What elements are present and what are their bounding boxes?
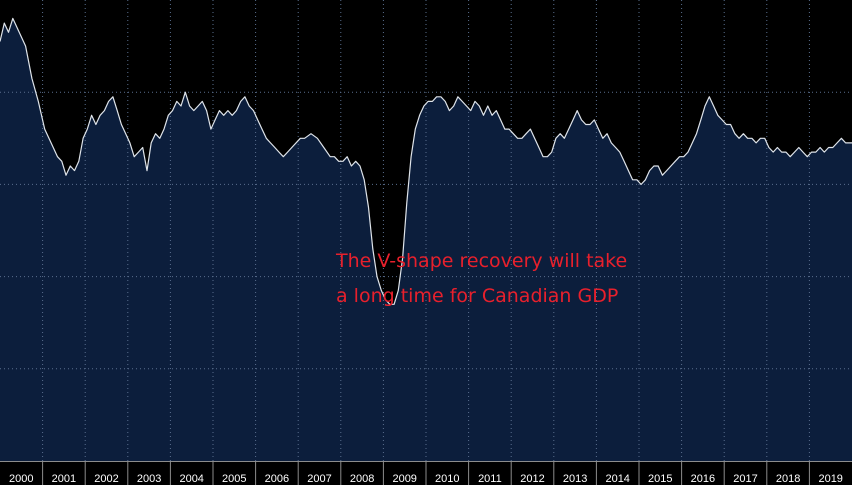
x-tick-label: 2018 [776,473,800,485]
x-tick-label: 2002 [94,473,118,485]
x-tick-label: 2004 [179,473,203,485]
x-tick-label: 2011 [478,473,502,485]
x-tick-label: 2009 [392,473,416,485]
x-tick-label: 2008 [350,473,374,485]
x-tick-label: 2000 [9,473,33,485]
annotation-line-1: The V-shape recovery will take [335,250,627,272]
gdp-area-fill [0,18,852,462]
vertical-gridlines [42,0,810,461]
x-tick-label: 2001 [52,473,76,485]
annotation-line-2: a long time for Canadian GDP [336,285,618,307]
x-tick-label: 2013 [563,473,587,485]
x-tick-label: 2019 [818,473,842,485]
x-tick-label: 2012 [520,473,544,485]
x-tick-label: 2005 [222,473,246,485]
x-tick-label: 2016 [691,473,715,485]
x-tick-label: 2017 [733,473,757,485]
x-tick-label: 2015 [648,473,672,485]
x-tick-label: 2007 [307,473,331,485]
x-tick-label: 2006 [265,473,289,485]
x-tick-label: 2003 [137,473,161,485]
x-axis: 2000 2001 2002 2003 2004 2005 2006 2007 2008 2009… [0,461,852,485]
x-tick-label: 2010 [435,473,459,485]
x-tick-label: 2014 [605,473,629,485]
gdp-series-line [0,17,852,305]
